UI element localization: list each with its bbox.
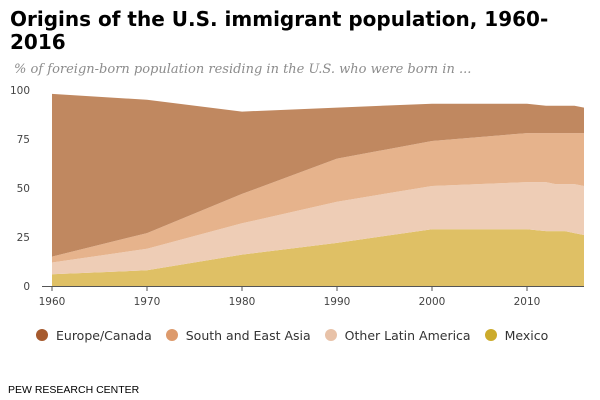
area-south-east-asia bbox=[52, 133, 584, 263]
legend-item-europe-canada: Europe/Canada bbox=[36, 328, 152, 343]
area-europe-canada bbox=[52, 93, 584, 257]
x-tick-label: 2010 bbox=[514, 296, 541, 308]
area-mexico bbox=[52, 229, 584, 286]
x-tick-label: 1990 bbox=[324, 296, 351, 308]
axes-layer: 1960 1970 1980 1990 2000 2010 0 25 50 75 100 bbox=[10, 85, 584, 308]
legend-item-south-east-asia: South and East Asia bbox=[165, 327, 311, 343]
y-tick-label: 100 bbox=[10, 85, 30, 97]
area-other-latin-america bbox=[52, 182, 584, 275]
legend-swatch-europe-canada bbox=[36, 329, 48, 341]
y-tick-label: 75 bbox=[17, 134, 30, 146]
area-chart: 1960 1970 1980 1990 2000 2010 0 25 50 75 100 bbox=[10, 85, 584, 308]
area-layer bbox=[52, 93, 584, 286]
legend-label-south-east-asia: South and East Asia bbox=[185, 327, 311, 343]
legend-label-europe-canada: Europe/Canada bbox=[56, 327, 152, 343]
x-tick-label: 2000 bbox=[419, 296, 446, 308]
chart-legend: Europe/Canada South and East Asia Other … bbox=[36, 325, 596, 345]
chart-subtitle: % of foreign-born population residing in… bbox=[14, 62, 472, 77]
legend-item-other-latin-america: Other Latin America bbox=[324, 327, 471, 343]
y-tick-label: 25 bbox=[17, 232, 30, 244]
legend-item-mexico: Mexico bbox=[484, 327, 549, 343]
legend-swatch-mexico bbox=[484, 329, 497, 341]
x-tick-label: 1970 bbox=[134, 296, 161, 308]
x-tick-label: 1980 bbox=[229, 296, 256, 308]
y-tick-label: 0 bbox=[23, 281, 30, 293]
legend-label-mexico: Mexico bbox=[504, 327, 549, 343]
y-tick-label: 50 bbox=[17, 183, 30, 195]
legend-swatch-other-latin-america bbox=[324, 329, 337, 341]
chart-title: Origins of the U.S. immigrant population… bbox=[10, 7, 549, 54]
legend-label-other-latin-america: Other Latin America bbox=[344, 327, 471, 343]
x-tick-label: 1960 bbox=[39, 296, 66, 308]
source-note: PEW RESEARCH CENTER bbox=[8, 384, 140, 396]
legend-swatch-south-east-asia bbox=[165, 329, 178, 341]
